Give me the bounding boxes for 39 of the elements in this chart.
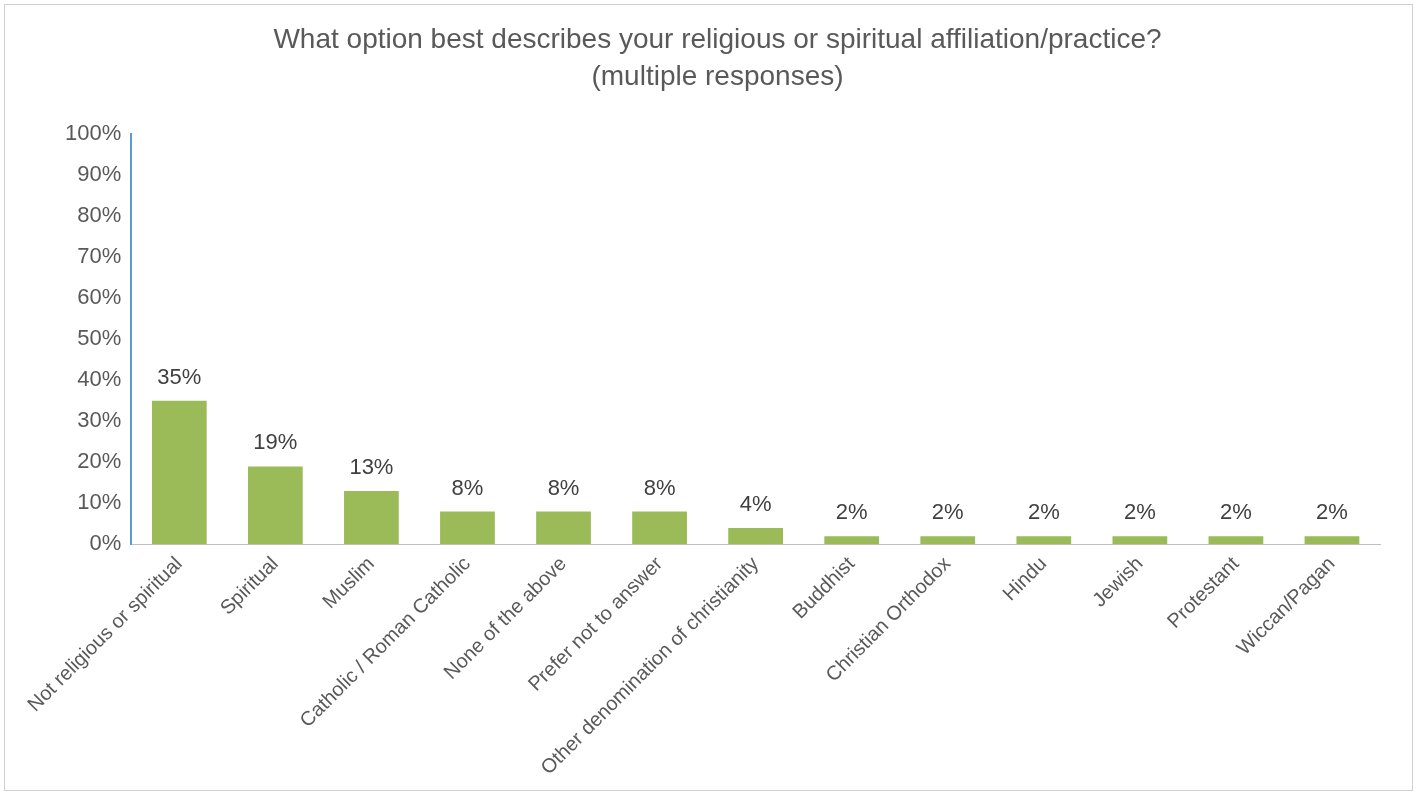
bar [1208, 536, 1264, 545]
bar [247, 466, 303, 545]
bar [824, 536, 880, 545]
y-tick-label: 0% [89, 530, 122, 556]
y-tick-label: 30% [77, 407, 122, 433]
bar [1016, 536, 1072, 545]
bar [440, 511, 495, 545]
y-tick-label: 20% [77, 448, 122, 474]
data-label: 2% [931, 499, 964, 525]
data-label: 19% [253, 429, 298, 455]
data-label: 2% [1220, 499, 1252, 525]
bar [920, 536, 976, 545]
y-tick-label: 50% [77, 325, 122, 351]
bar [344, 491, 399, 545]
data-label: 2% [1123, 499, 1156, 525]
bar [728, 527, 784, 545]
bar [1304, 536, 1360, 545]
y-tick-label: 40% [77, 366, 122, 392]
bar [536, 511, 591, 545]
chart-title: What option best describes your religious or spiritual affiliation/practice? [273, 22, 1162, 54]
y-tick-label: 70% [77, 243, 122, 269]
data-label: 2% [1027, 499, 1060, 525]
y-tick-label: 80% [77, 202, 122, 228]
data-label: 8% [547, 474, 580, 500]
y-tick-label: 90% [77, 161, 122, 187]
data-label: 2% [1316, 499, 1348, 525]
data-label: 8% [451, 474, 484, 500]
data-label: 35% [157, 363, 202, 389]
y-tick-label: 60% [77, 284, 122, 310]
data-label: 2% [835, 499, 868, 525]
y-tick-label: 100% [64, 120, 122, 146]
data-label: 4% [739, 491, 772, 517]
y-tick-label: 10% [77, 489, 122, 515]
bar [151, 400, 207, 545]
bar [1112, 536, 1168, 545]
chart-subtitle: (multiple responses) [591, 60, 844, 92]
data-label: 8% [643, 474, 676, 500]
bar [632, 511, 687, 545]
data-label: 13% [349, 454, 394, 480]
